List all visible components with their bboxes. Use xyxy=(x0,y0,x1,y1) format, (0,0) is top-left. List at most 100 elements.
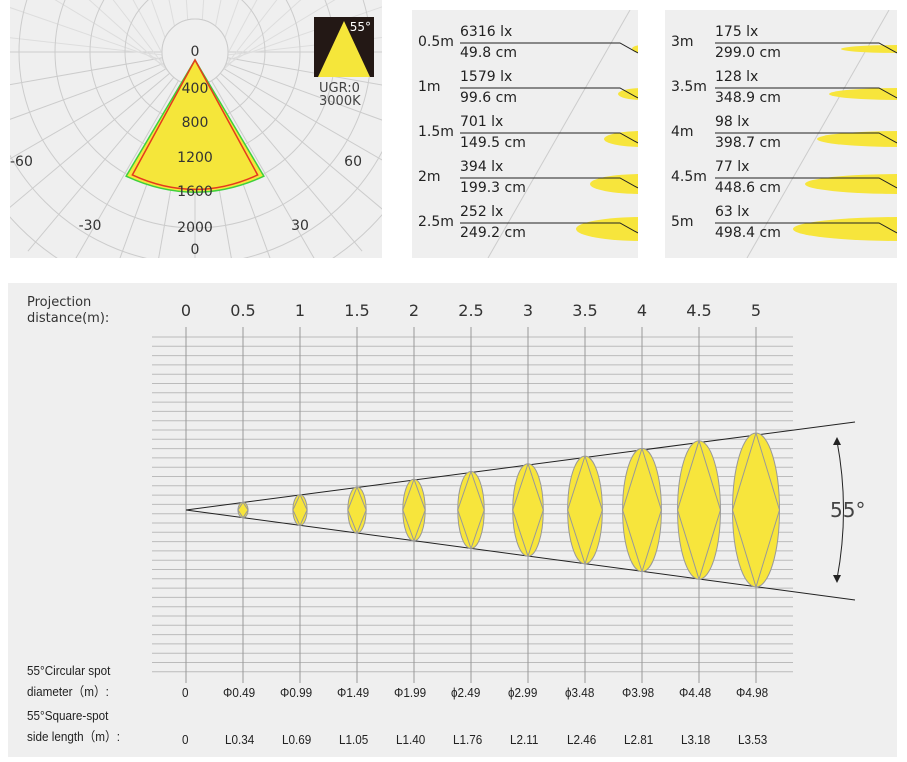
lux-value: 128 lx xyxy=(715,69,759,85)
distance-label: 4m xyxy=(671,124,694,140)
distance-tick-label: 2.5 xyxy=(458,301,484,320)
circ-label-2: diameter（m）: xyxy=(27,684,109,699)
leader-line xyxy=(715,87,897,99)
square-spot-side: L3.53 xyxy=(738,732,768,747)
spot-diameter: 249.2 cm xyxy=(460,225,526,241)
spot-slice xyxy=(793,217,897,241)
polar-radial-line xyxy=(27,76,175,252)
circular-spot-diameter: Φ1.49 xyxy=(337,685,370,700)
circular-spot xyxy=(292,494,308,526)
circular-spot xyxy=(457,471,485,549)
polar-radial-line xyxy=(219,72,395,220)
distance-label: 5m xyxy=(671,214,694,230)
lux-value: 701 lx xyxy=(460,114,504,130)
illuminance-table-far: 3m 175 lx 299.0 cm 3.5m 128 lx 348.9 cm 4m… xyxy=(665,10,897,258)
polar-radial-line xyxy=(0,72,171,217)
square-spot xyxy=(292,493,308,527)
polar-ring-label: 800 xyxy=(182,115,209,131)
polar-radial-line-upper xyxy=(0,3,164,62)
spot-slice xyxy=(817,131,897,147)
circular-spot-diameter: Φ1.99 xyxy=(394,685,427,700)
polar-angle-label: 60 xyxy=(344,154,362,170)
distance-tick-label: 1 xyxy=(294,301,306,320)
square-spot-side: 0 xyxy=(182,732,189,747)
distance-tick-label: 5 xyxy=(750,301,762,320)
circular-spot-diameter: ϕ2.49 xyxy=(451,685,481,700)
polar-angle-label: 30 xyxy=(291,218,309,234)
spot-slice xyxy=(618,88,638,100)
spot-slice xyxy=(841,45,897,53)
polar-radial-line xyxy=(64,80,179,278)
circular-spot xyxy=(512,463,544,557)
square-spot xyxy=(677,439,721,581)
distance-tick-label: 0.5 xyxy=(230,301,256,320)
distance-tick-label: 4.5 xyxy=(686,301,712,320)
polar-radial-line-upper xyxy=(224,0,336,67)
leader-line xyxy=(460,177,638,189)
polar-radial-line-upper xyxy=(221,0,302,72)
angle-arrow-top xyxy=(833,437,841,445)
square-spot-side: L0.69 xyxy=(282,732,312,747)
leader-line xyxy=(460,87,638,99)
angle-arc xyxy=(836,440,844,580)
square-spot xyxy=(347,485,367,535)
circular-spot-diameter: ϕ2.99 xyxy=(508,685,538,700)
polar-angle-label: -30 xyxy=(79,218,102,234)
leader-line xyxy=(715,132,897,144)
circ-label-1: 55°Circular spot xyxy=(27,663,111,678)
spot-slice xyxy=(829,88,897,100)
spot-slice xyxy=(590,174,638,194)
projection-diagram xyxy=(152,327,856,683)
leader-line xyxy=(460,222,638,234)
square-spot xyxy=(512,462,544,558)
circular-spot-diameter: 0 xyxy=(182,685,189,700)
ugr-label: UGR:0 xyxy=(319,81,360,96)
projection-label-1: Projection xyxy=(27,295,92,310)
square-spot xyxy=(622,446,662,574)
polar-radial-line xyxy=(211,80,326,278)
polar-ring-label: 0 xyxy=(191,44,200,60)
polar-ring-label: 1600 xyxy=(177,184,213,200)
distance-tick-label: 0 xyxy=(180,301,192,320)
spot-diameter: 448.6 cm xyxy=(715,180,781,196)
polar-radial-line-upper xyxy=(88,0,169,72)
circular-spot xyxy=(347,486,367,534)
distance-label: 1.5m xyxy=(418,124,454,140)
lux-value: 98 lx xyxy=(715,114,750,130)
square-spot xyxy=(457,469,485,551)
spot-slice xyxy=(805,174,897,194)
circular-spot-diameter: ϕ3.48 xyxy=(565,685,595,700)
leader-line xyxy=(715,177,897,189)
beam-angle-label: 55° xyxy=(830,498,866,522)
lux-value: 77 lx xyxy=(715,159,750,175)
distance-tick-label: 1.5 xyxy=(344,301,370,320)
polar-ring-label: 1200 xyxy=(177,150,213,166)
circular-spot-diameter: Φ0.99 xyxy=(280,685,313,700)
spot-diameter: 348.9 cm xyxy=(715,90,781,106)
square-spot-side: L3.18 xyxy=(681,732,711,747)
distance-label: 3m xyxy=(671,34,694,50)
projection-panel: Projection distance(m): 55° 55°Circular … xyxy=(8,283,897,757)
square-spot-side: L0.34 xyxy=(225,732,255,747)
polar-diagram-panel: 0 400 800 1200 1600 2000 -60 60 -30 30 0 55° UGR:0… xyxy=(0,0,455,312)
polar-radial-line-upper xyxy=(213,0,258,80)
circular-spot xyxy=(732,432,780,588)
circular-spot xyxy=(237,501,249,519)
cct-label: 3000K xyxy=(319,94,361,109)
spot-slice xyxy=(604,131,638,147)
circular-spot-diameter: Φ0.49 xyxy=(223,685,256,700)
sq-label-2: side length（m）: xyxy=(27,729,120,744)
polar-angle-label: 0 xyxy=(191,242,200,258)
distance-label: 2.5m xyxy=(418,214,454,230)
distance-label: 0.5m xyxy=(418,34,454,50)
square-spot xyxy=(237,501,249,519)
polar-radial-line xyxy=(215,76,363,252)
square-spot-side: L1.40 xyxy=(396,732,426,747)
polar-diagram: 0 400 800 1200 1600 2000 -60 60 -30 30 0 xyxy=(0,0,455,312)
lux-value: 175 lx xyxy=(715,24,759,40)
lux-value: 1579 lx xyxy=(460,69,513,85)
leader-line xyxy=(460,132,638,144)
distance-tick-label: 3 xyxy=(522,301,534,320)
spot-diameter: 299.0 cm xyxy=(715,45,781,61)
distance-tick-label: 2 xyxy=(408,301,420,320)
